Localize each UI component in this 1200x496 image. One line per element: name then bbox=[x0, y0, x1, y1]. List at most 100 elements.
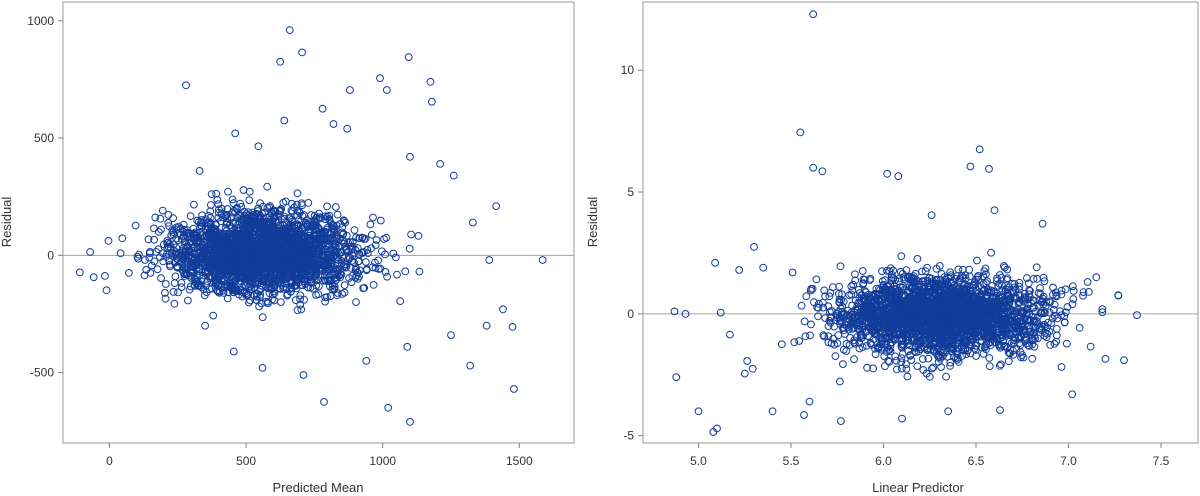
x-tick-label: 1000 bbox=[369, 454, 396, 468]
data-point bbox=[743, 357, 752, 365]
data-point bbox=[150, 224, 158, 233]
data-point bbox=[224, 247, 233, 256]
data-point bbox=[936, 354, 945, 363]
data-point bbox=[961, 274, 970, 283]
data-point bbox=[1045, 327, 1054, 336]
data-point bbox=[206, 207, 215, 216]
data-point bbox=[224, 236, 233, 244]
data-point bbox=[231, 129, 240, 138]
data-point bbox=[372, 236, 381, 244]
data-point bbox=[405, 244, 414, 253]
data-point bbox=[75, 268, 84, 277]
data-point bbox=[293, 220, 302, 229]
data-point bbox=[298, 271, 307, 279]
data-point bbox=[850, 355, 858, 364]
data-point bbox=[835, 282, 843, 291]
data-point bbox=[145, 253, 154, 262]
data-point bbox=[190, 231, 199, 240]
data-point bbox=[297, 305, 306, 314]
data-point bbox=[291, 296, 300, 305]
data-point bbox=[320, 228, 329, 237]
data-point bbox=[236, 277, 245, 286]
x-tick-label: 7.5 bbox=[1153, 454, 1170, 468]
data-point bbox=[295, 231, 303, 239]
data-point bbox=[135, 250, 143, 259]
data-point bbox=[1057, 363, 1066, 371]
data-point bbox=[925, 372, 934, 381]
data-point bbox=[492, 202, 501, 211]
data-point bbox=[316, 265, 324, 274]
data-point bbox=[403, 342, 412, 351]
data-point bbox=[499, 305, 507, 314]
data-point bbox=[293, 233, 302, 242]
data-point bbox=[293, 211, 302, 220]
data-point bbox=[279, 284, 288, 293]
data-point bbox=[320, 398, 328, 406]
data-point bbox=[1061, 285, 1070, 294]
data-point bbox=[328, 285, 337, 294]
data-point bbox=[940, 283, 949, 292]
data-point bbox=[1079, 288, 1088, 297]
data-point bbox=[275, 272, 283, 281]
data-point bbox=[151, 213, 160, 222]
data-point bbox=[336, 265, 345, 274]
data-point bbox=[844, 325, 853, 334]
data-point bbox=[315, 245, 323, 253]
data-point bbox=[997, 342, 1006, 350]
data-point bbox=[469, 218, 477, 227]
data-point bbox=[287, 229, 295, 238]
data-point bbox=[329, 120, 338, 128]
data-point bbox=[255, 262, 263, 270]
data-point bbox=[293, 206, 302, 215]
data-point bbox=[428, 97, 436, 106]
data-point bbox=[262, 228, 271, 237]
data-point bbox=[819, 303, 828, 312]
data-point bbox=[200, 291, 209, 300]
data-point bbox=[1015, 298, 1023, 307]
data-point bbox=[320, 256, 329, 265]
data-point bbox=[1050, 305, 1058, 314]
data-point bbox=[353, 244, 362, 253]
data-point bbox=[538, 256, 547, 264]
data-point bbox=[382, 233, 391, 242]
data-point bbox=[235, 273, 244, 282]
data-point bbox=[849, 280, 858, 289]
data-point bbox=[946, 362, 954, 370]
data-point bbox=[843, 306, 852, 315]
data-point bbox=[924, 354, 933, 363]
data-point bbox=[932, 276, 941, 285]
data-point bbox=[332, 248, 341, 257]
data-point bbox=[154, 228, 163, 236]
y-tick-label: 0 bbox=[627, 307, 634, 321]
data-point bbox=[355, 257, 363, 266]
data-point bbox=[897, 252, 906, 261]
data-point bbox=[880, 352, 889, 361]
data-point bbox=[404, 53, 413, 61]
data-point bbox=[350, 226, 359, 235]
data-point bbox=[321, 215, 330, 224]
data-point bbox=[482, 321, 491, 330]
data-point bbox=[913, 362, 922, 371]
data-point bbox=[309, 221, 317, 229]
data-point bbox=[280, 267, 288, 276]
data-point bbox=[377, 247, 386, 256]
data-point bbox=[229, 347, 238, 356]
data-point bbox=[254, 142, 263, 151]
data-point bbox=[223, 205, 232, 213]
data-point bbox=[323, 202, 332, 211]
data-point bbox=[855, 338, 864, 347]
data-point bbox=[255, 214, 264, 222]
data-point bbox=[213, 276, 222, 285]
data-point bbox=[296, 291, 305, 300]
data-point bbox=[202, 281, 211, 290]
data-point bbox=[259, 219, 268, 228]
data-point bbox=[195, 167, 204, 175]
data-point bbox=[184, 296, 192, 305]
data-point bbox=[834, 331, 843, 340]
data-point bbox=[839, 297, 848, 306]
data-point bbox=[1040, 309, 1049, 318]
data-point bbox=[265, 289, 274, 298]
data-point bbox=[896, 267, 905, 276]
data-point bbox=[845, 341, 854, 349]
data-point bbox=[187, 266, 195, 275]
